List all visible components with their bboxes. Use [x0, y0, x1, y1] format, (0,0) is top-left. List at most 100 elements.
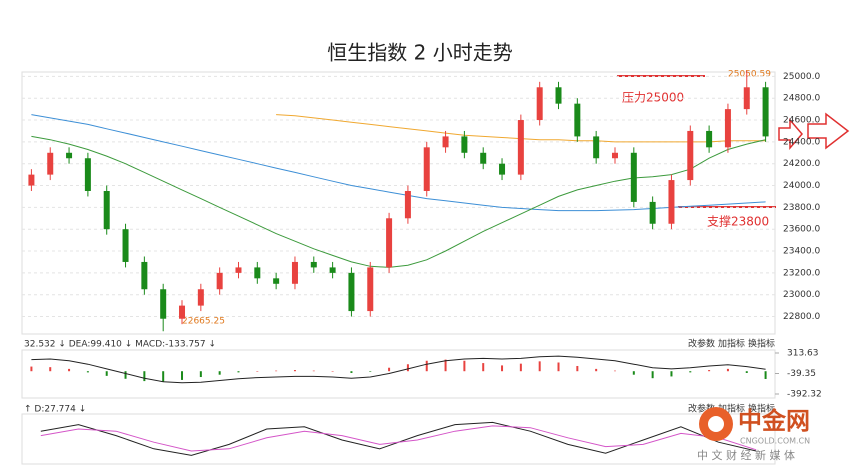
macd-bar [105, 371, 108, 376]
candle-body [103, 190, 110, 230]
main-frame [21, 71, 776, 335]
candle-body [574, 103, 581, 137]
y-tick-label: 23200.0 [783, 268, 820, 278]
candle-body [480, 152, 487, 164]
macd-bar [369, 371, 372, 372]
y-tick-label: 24000.0 [783, 181, 820, 191]
candle-body [687, 130, 694, 181]
high-label: 25050.59 [728, 70, 771, 80]
macd-bar [689, 371, 692, 373]
candle-body [762, 87, 769, 137]
candle-body [386, 218, 393, 268]
ma-line [31, 135, 766, 268]
candle-body [47, 152, 54, 175]
candle-body [536, 87, 543, 121]
macd-bar [708, 370, 711, 372]
candle-body [649, 201, 656, 224]
macd-bar [595, 368, 598, 372]
tool[interactable]: 改参数 [688, 338, 715, 350]
candle-body [84, 158, 91, 191]
macd-bar [293, 370, 296, 372]
arrow [807, 112, 850, 150]
chart-title: 恒生指数 2 小时走势 [327, 41, 512, 65]
dif-line [31, 355, 766, 384]
macd-header: 32.532 ↓ DEA:99.410 ↓ MACD:-133.757 ↓ [24, 340, 216, 350]
y-tick-label: 24200.0 [783, 159, 820, 169]
candle-body [423, 147, 430, 191]
candle-body [668, 180, 675, 224]
macd-bar [764, 371, 767, 379]
macd-bar [350, 371, 353, 373]
macd-bar [651, 371, 654, 379]
watermark-site: CNGOLD.COM.CN [740, 437, 810, 446]
kdj-frame [21, 413, 776, 465]
macd-bar [444, 359, 447, 372]
candle-body [28, 174, 35, 186]
kdj-line [40, 425, 757, 452]
tool[interactable]: 换指标 [748, 403, 775, 415]
macd-bar [331, 371, 334, 372]
macd-bar [557, 362, 560, 372]
candle-body [630, 152, 637, 202]
candle-body [348, 272, 355, 312]
y-tick-label: -39.35 [787, 369, 816, 379]
candle-body [160, 289, 167, 319]
candle-body [442, 136, 449, 148]
watermark-name: 中金网 [738, 407, 810, 435]
candle-body [499, 163, 506, 175]
macd-bar [538, 361, 541, 372]
candle-body [555, 87, 562, 104]
macd-bar [181, 371, 184, 380]
tool[interactable]: 换指标 [748, 338, 775, 350]
candle-body [367, 267, 374, 312]
macd-bar [124, 371, 127, 379]
macd-bar [68, 368, 71, 372]
y-tick-label: 23400.0 [783, 247, 820, 257]
macd-bar [576, 365, 579, 372]
candle-body [461, 136, 468, 153]
macd-bar [726, 368, 729, 372]
macd-bar [745, 371, 748, 373]
macd-bar [425, 360, 428, 372]
candle-body [743, 87, 750, 110]
y-tick-label: 25000.0 [783, 72, 820, 82]
candle-body [66, 152, 73, 159]
resistance-label: 压力25000 [622, 91, 684, 105]
y-tick-label: 22800.0 [783, 312, 820, 322]
macd-bar [501, 365, 504, 372]
macd-bar [218, 371, 221, 375]
macd-bar [162, 371, 165, 382]
candle-body [310, 261, 317, 268]
candle-body [254, 267, 261, 279]
candle-body [593, 136, 600, 159]
candle-body [141, 261, 148, 290]
candle-body [122, 229, 129, 262]
y-tick-label: 23000.0 [783, 290, 820, 300]
logo [708, 416, 724, 432]
macd-bar [275, 370, 278, 372]
macd-bar [86, 371, 89, 373]
macd-bar [406, 364, 409, 372]
macd-bar [49, 367, 52, 372]
macd-bar [312, 370, 315, 372]
candle-body [216, 272, 223, 290]
macd-bar [143, 371, 146, 382]
tool[interactable]: 加指标 [718, 338, 745, 350]
candle-body [329, 267, 336, 273]
ma-line [31, 114, 766, 212]
kdj-header: ↑ D:27.774 ↓ [24, 405, 86, 415]
support-label: 支撑23800 [707, 214, 769, 229]
watermark: 中金网 CNGOLD.COM.CN 中 文 财 经 新 媒 体 [697, 407, 810, 462]
candle-body [235, 267, 242, 273]
kdj-line [40, 421, 757, 456]
candle-body [291, 261, 298, 284]
macd-bar [199, 371, 202, 378]
watermark-slogan: 中 文 财 经 新 媒 体 [697, 448, 795, 462]
macd-bar [388, 367, 391, 372]
candle-body [517, 120, 524, 175]
y-tick-label: 23600.0 [783, 225, 820, 235]
arrow [778, 117, 803, 151]
macd-bar [30, 366, 33, 372]
candle-body [706, 130, 713, 148]
